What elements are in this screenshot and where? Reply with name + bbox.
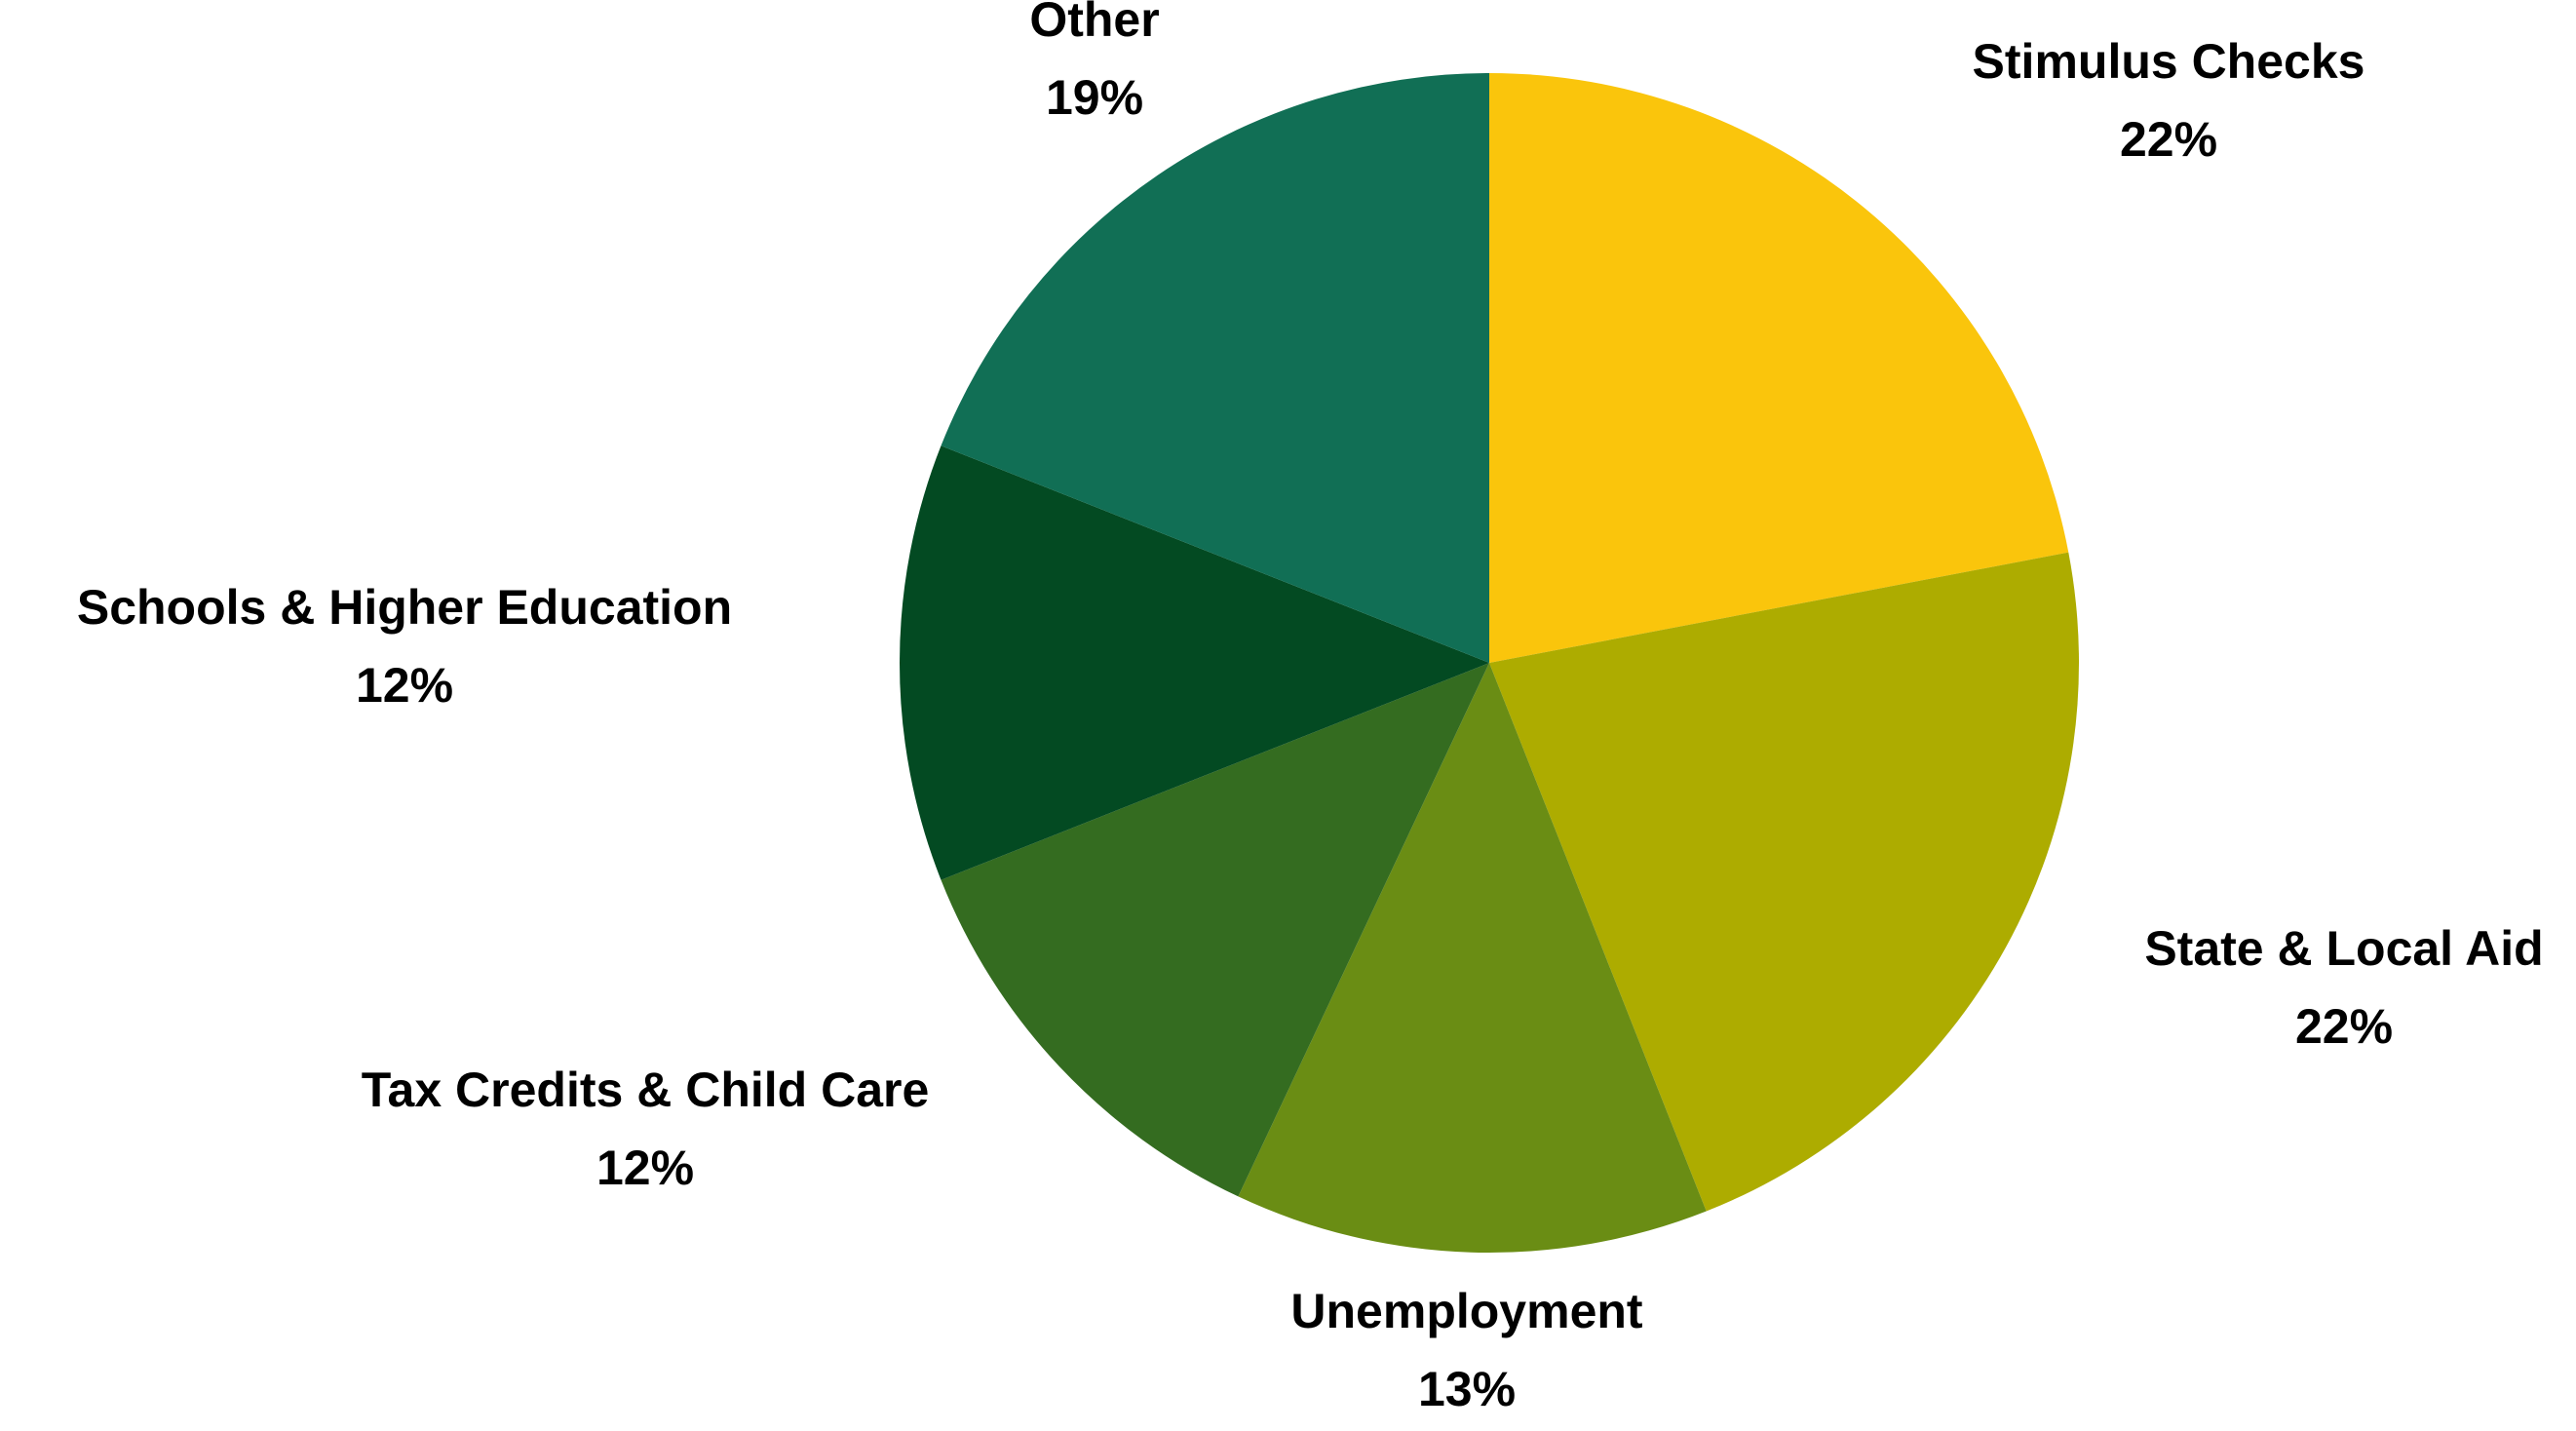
slice-label-tax-credits-and-child-care: Tax Credits & Child Care — [362, 1063, 930, 1117]
pie-slice-tax-credits-and-child-care — [941, 663, 1489, 1197]
pie-slice-stimulus-checks — [1489, 73, 2069, 663]
pie-slice-other — [941, 73, 1489, 663]
slice-value-label-other: 19% — [1046, 70, 1143, 125]
slice-value-label-state-and-local-aid: 22% — [2295, 999, 2393, 1054]
slice-label-unemployment: Unemployment — [1290, 1284, 1643, 1338]
slices-layer — [900, 73, 2079, 1253]
slice-value-label-schools-and-higher-education: 12% — [356, 658, 453, 713]
slice-label-state-and-local-aid: State & Local Aid — [2144, 921, 2543, 976]
slice-label-other: Other — [1029, 0, 1159, 47]
slice-value-label-tax-credits-and-child-care: 12% — [596, 1141, 694, 1195]
slice-value-label-stimulus-checks: 22% — [2120, 112, 2217, 167]
slice-label-schools-and-higher-education: Schools & Higher Education — [77, 580, 732, 635]
labels-layer: Stimulus Checks 22% State & Local Aid 22% Un… — [77, 0, 2544, 1416]
slice-label-stimulus-checks: Stimulus Checks — [1973, 34, 2365, 89]
pie-slice-schools-and-higher-education — [900, 445, 1489, 880]
pie-slice-state-and-local-aid — [1489, 552, 2079, 1212]
slice-value-label-unemployment: 13% — [1418, 1362, 1516, 1416]
pie-slice-unemployment — [1238, 663, 1707, 1253]
